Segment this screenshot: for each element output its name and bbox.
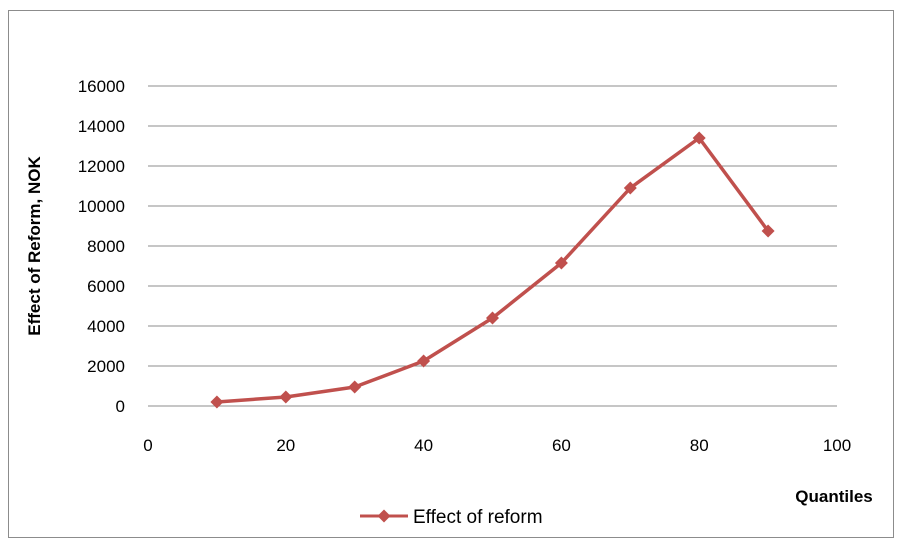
x-tick-label: 60 — [552, 436, 571, 455]
x-tick-label: 100 — [823, 436, 851, 455]
data-point-marker — [554, 256, 568, 270]
x-tick-label: 80 — [690, 436, 709, 455]
data-point-marker — [692, 131, 706, 145]
y-tick-label: 8000 — [87, 237, 125, 256]
data-point-marker — [486, 311, 499, 325]
chart-frame — [8, 10, 894, 538]
data-point-marker — [761, 224, 775, 238]
y-tick-label: 14000 — [78, 117, 125, 136]
legend: Effect of reform — [360, 507, 543, 528]
legend-label: Effect of reform — [413, 507, 543, 528]
y-tick-label: 12000 — [78, 157, 125, 176]
gridlines — [148, 85, 837, 407]
y-axis-title: Effect of Reform, NOK — [25, 156, 44, 336]
x-axis-ticks: 0 20 40 60 80 100 — [143, 436, 851, 455]
x-tick-label: 40 — [414, 436, 433, 455]
y-tick-label: 4000 — [87, 317, 125, 336]
series-layer — [210, 131, 775, 409]
x-axis-title: Quantiles — [795, 487, 872, 506]
data-point-marker — [210, 395, 224, 409]
y-tick-label: 0 — [116, 397, 125, 416]
x-tick-label: 20 — [276, 436, 295, 455]
data-point-marker — [279, 390, 293, 404]
y-tick-label: 2000 — [87, 357, 125, 376]
legend-diamond-marker — [377, 509, 391, 523]
data-point-marker — [348, 380, 362, 394]
y-tick-label: 10000 — [78, 197, 125, 216]
y-tick-label: 16000 — [78, 77, 125, 96]
x-tick-label: 0 — [143, 436, 152, 455]
y-tick-label: 6000 — [87, 277, 125, 296]
data-point-marker — [623, 181, 637, 195]
y-axis-ticks: 0 2000 4000 6000 8000 10000 12000 14000 16000 — [78, 77, 125, 416]
data-point-marker — [417, 354, 431, 368]
series-line — [216, 136, 770, 404]
